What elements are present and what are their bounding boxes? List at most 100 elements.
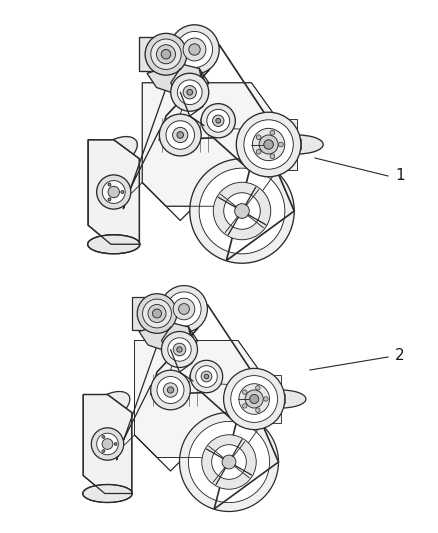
Circle shape [201,435,256,489]
Ellipse shape [256,390,305,408]
Circle shape [213,182,270,240]
Circle shape [120,191,124,193]
Polygon shape [139,37,192,71]
Circle shape [102,439,113,449]
Circle shape [177,347,182,352]
Circle shape [114,442,117,446]
Circle shape [108,183,111,186]
Circle shape [195,366,217,387]
Circle shape [269,131,274,135]
Circle shape [204,374,208,379]
Polygon shape [134,341,260,457]
Circle shape [163,383,177,397]
Circle shape [160,286,207,333]
Text: 1: 1 [394,167,404,182]
Circle shape [183,86,196,99]
Ellipse shape [270,135,322,154]
Polygon shape [175,69,204,92]
Polygon shape [258,119,297,170]
Circle shape [188,44,200,55]
Circle shape [201,103,235,138]
Circle shape [157,376,184,403]
Circle shape [137,294,177,333]
Circle shape [206,109,229,132]
Circle shape [187,90,192,95]
Polygon shape [166,327,193,350]
Polygon shape [139,322,193,354]
Circle shape [150,370,190,410]
Circle shape [255,408,259,413]
Circle shape [211,445,246,479]
Circle shape [108,187,119,198]
Text: 2: 2 [394,348,404,362]
Circle shape [166,121,194,149]
Circle shape [177,132,183,139]
Circle shape [170,73,208,111]
Circle shape [222,455,235,469]
Circle shape [201,371,212,382]
Circle shape [215,118,220,123]
Circle shape [269,154,274,159]
Circle shape [167,387,173,393]
Circle shape [252,128,284,160]
Circle shape [173,298,194,320]
Circle shape [212,115,223,126]
Circle shape [234,204,249,219]
Circle shape [102,450,105,453]
Ellipse shape [88,235,140,254]
Circle shape [142,299,171,328]
Circle shape [148,304,166,322]
Circle shape [258,135,277,154]
Circle shape [108,198,111,201]
Circle shape [161,332,197,367]
Polygon shape [88,140,139,244]
Circle shape [230,376,277,422]
Circle shape [278,142,283,147]
Circle shape [102,435,105,438]
Polygon shape [152,35,170,64]
Circle shape [176,31,212,68]
Circle shape [199,168,284,254]
Circle shape [242,403,247,408]
Circle shape [255,385,259,390]
Circle shape [161,50,170,59]
Circle shape [244,120,293,169]
Circle shape [223,193,260,229]
Circle shape [183,38,205,61]
Circle shape [256,149,260,154]
Circle shape [263,140,273,149]
Polygon shape [147,64,204,97]
Circle shape [190,360,222,393]
Circle shape [188,422,269,503]
Circle shape [96,433,118,455]
Circle shape [238,384,269,414]
Circle shape [179,413,278,512]
Circle shape [167,338,191,361]
Polygon shape [131,297,182,330]
Circle shape [170,25,219,74]
Polygon shape [245,375,281,423]
Ellipse shape [90,136,137,172]
Circle shape [91,428,124,460]
Circle shape [178,304,189,314]
Circle shape [102,181,125,204]
Polygon shape [143,295,160,322]
Circle shape [256,135,260,140]
Circle shape [263,397,268,401]
Circle shape [151,39,181,69]
Circle shape [172,127,187,143]
Circle shape [242,390,247,394]
Circle shape [236,112,300,177]
Polygon shape [142,83,275,206]
Circle shape [189,159,293,263]
Circle shape [96,175,131,209]
Circle shape [152,309,161,318]
Ellipse shape [85,392,130,424]
Circle shape [156,45,175,64]
Circle shape [245,390,263,408]
Circle shape [223,368,284,430]
Polygon shape [83,394,131,494]
Circle shape [159,114,201,156]
Circle shape [145,34,187,75]
Circle shape [166,292,201,326]
